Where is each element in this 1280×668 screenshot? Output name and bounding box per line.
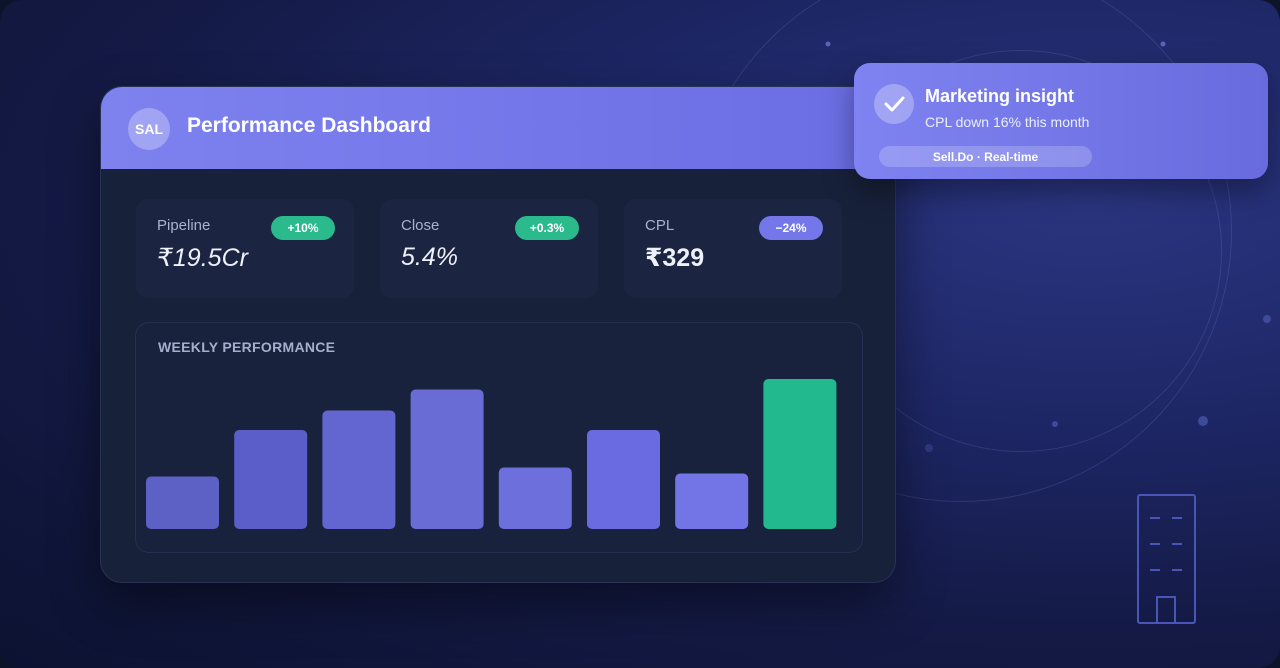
bar — [234, 430, 308, 529]
bar — [675, 473, 749, 529]
notification[interactable]: Marketing insight CPL down 16% this mont… — [854, 63, 1268, 179]
bar — [322, 410, 396, 529]
kpi-value: ₹19.5Cr — [157, 244, 248, 272]
kpi-card[interactable]: CPL ₹329 −24% — [624, 199, 842, 298]
kpi-label: CPL — [645, 217, 675, 234]
kpi-label: Pipeline — [157, 217, 211, 234]
bar — [410, 389, 484, 529]
kpi-card[interactable]: Close 5.4% +0.3% — [380, 199, 598, 298]
logo: SAL — [128, 108, 170, 150]
chart-title: WEEKLY PERFORMANCE — [158, 339, 336, 355]
kpi-change: +10% — [271, 216, 335, 240]
kpi-value: 5.4% — [401, 243, 458, 271]
kpi-label: Close — [401, 217, 440, 234]
bar — [146, 476, 219, 529]
bar — [587, 430, 660, 529]
kpi-value: ₹329 — [645, 244, 705, 272]
kpi-change: +0.3% — [515, 216, 579, 240]
kpi-change: −24% — [759, 216, 823, 240]
bar — [498, 467, 572, 529]
notification-title: Marketing insight — [925, 86, 1075, 106]
notification-tag: Sell.Do · Real-time — [879, 146, 1092, 167]
check-icon — [874, 84, 914, 124]
notification-message: CPL down 16% this month — [925, 114, 1090, 130]
kpi-card[interactable]: Pipeline ₹19.5Cr +10% — [136, 199, 354, 298]
dashboard-title: Performance Dashboard — [187, 114, 431, 137]
card-header: SAL Performance Dashboard — [101, 87, 895, 169]
bar — [763, 379, 837, 529]
